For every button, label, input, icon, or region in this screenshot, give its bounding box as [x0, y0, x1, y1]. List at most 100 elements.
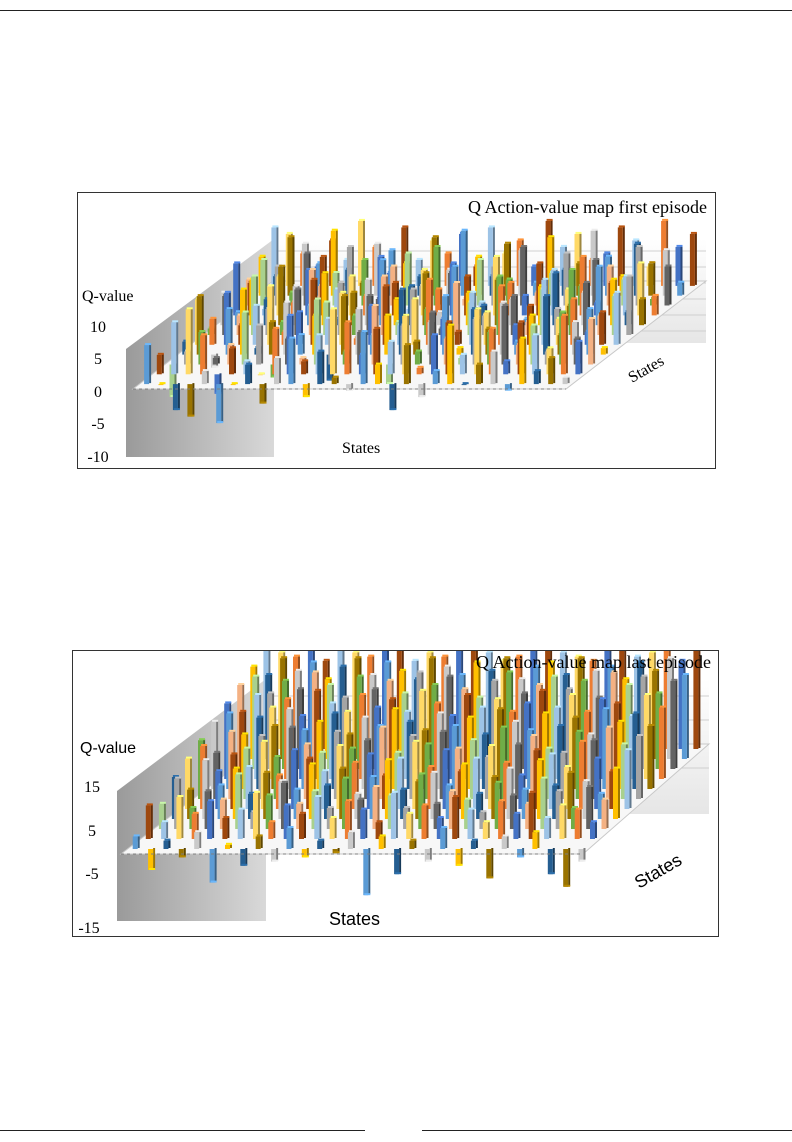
- bar-cap: [319, 750, 326, 753]
- bar-cap: [320, 254, 327, 257]
- bar-cap: [285, 697, 292, 700]
- bar-cap: [521, 245, 528, 247]
- bar: [533, 750, 539, 809]
- bar: [554, 707, 559, 779]
- bar-side: [352, 831, 355, 848]
- bar-cap: [504, 359, 511, 362]
- bar-cap: [587, 307, 594, 310]
- bar-cap: [537, 261, 544, 264]
- bar-cap: [462, 382, 469, 385]
- bar-cap: [533, 333, 540, 336]
- bar-cap: [159, 801, 166, 804]
- bar-cap: [453, 795, 460, 797]
- bar: [418, 774, 424, 829]
- bar: [250, 812, 256, 829]
- bar-cap: [347, 245, 354, 247]
- bar: [460, 230, 466, 296]
- bar-cap: [249, 791, 255, 794]
- bar-cap: [450, 714, 456, 716]
- bar: [620, 744, 626, 799]
- bar-cap: [580, 254, 587, 257]
- bar: [467, 809, 473, 839]
- bar-cap: [227, 711, 234, 714]
- bar: [599, 699, 604, 779]
- bar-cap: [437, 310, 444, 313]
- bar-cap: [375, 705, 382, 708]
- bar-side: [329, 784, 331, 818]
- bar-cap: [471, 307, 478, 310]
- bar-cap: [462, 687, 469, 690]
- page-bottom-rule-right: [422, 1130, 792, 1131]
- bar-cap: [614, 701, 621, 704]
- bar-cap: [252, 274, 258, 277]
- bar-side: [419, 350, 422, 364]
- bar-cap: [519, 773, 526, 776]
- bar-side: [283, 265, 286, 325]
- bar-cap: [338, 281, 345, 283]
- bar-cap: [322, 769, 329, 772]
- bar: [403, 345, 409, 385]
- bar-cap: [595, 756, 602, 759]
- bar-cap: [362, 715, 369, 718]
- bar: [378, 836, 384, 849]
- bar: [209, 849, 215, 883]
- bar: [344, 322, 350, 375]
- bar-cap: [253, 303, 260, 306]
- bar-cap: [149, 868, 156, 870]
- bar: [236, 315, 242, 335]
- bar: [209, 318, 215, 345]
- bar-cap: [518, 320, 525, 323]
- bar: [404, 711, 410, 779]
- bar: [271, 849, 277, 862]
- bar-cap: [546, 218, 553, 221]
- bar-cap: [422, 728, 429, 731]
- bar-cap: [162, 820, 169, 823]
- bar-cap: [511, 294, 518, 296]
- bar: [391, 282, 397, 316]
- bar: [332, 849, 338, 854]
- bar-side: [572, 771, 575, 818]
- bar-cap: [294, 654, 300, 657]
- bar-side: [246, 311, 249, 364]
- bar-cap: [385, 758, 392, 761]
- page-bottom-rule-left: [0, 1130, 365, 1131]
- bar-cap: [470, 290, 477, 293]
- bar: [333, 731, 339, 799]
- bar: [436, 818, 442, 839]
- bar-cap: [436, 287, 443, 290]
- y-tick-label: 5: [94, 351, 102, 368]
- bar: [391, 709, 397, 789]
- bar-cap: [561, 313, 568, 316]
- bar: [281, 782, 286, 829]
- bar-cap: [395, 872, 402, 875]
- chart-title: Q Action-value map last episode: [476, 652, 711, 672]
- bar-side: [438, 802, 441, 828]
- bar-cap: [618, 719, 625, 722]
- bar: [539, 690, 544, 779]
- bar-cap: [410, 287, 417, 290]
- bar: [207, 801, 213, 839]
- bar-side: [568, 848, 571, 886]
- bar: [237, 809, 243, 839]
- bar-cap: [289, 336, 296, 339]
- bar: [313, 299, 319, 365]
- bar: [305, 269, 311, 316]
- bar: [148, 849, 154, 870]
- bar-cap: [419, 395, 426, 398]
- bar-cap: [611, 277, 618, 280]
- bar: [268, 822, 274, 839]
- bar: [433, 247, 439, 306]
- bar: [490, 351, 496, 385]
- bar-side: [465, 763, 468, 818]
- bar-cap: [404, 806, 411, 808]
- bar: [560, 315, 566, 375]
- bar: [494, 782, 500, 829]
- bar-side: [591, 786, 594, 828]
- bar-cap: [404, 343, 411, 346]
- bar: [376, 726, 382, 789]
- y-tick-label: 0: [94, 384, 102, 401]
- bar-cap: [254, 790, 260, 793]
- bar-cap: [186, 756, 192, 759]
- bar-cap: [504, 656, 511, 659]
- bar-cap: [489, 744, 496, 746]
